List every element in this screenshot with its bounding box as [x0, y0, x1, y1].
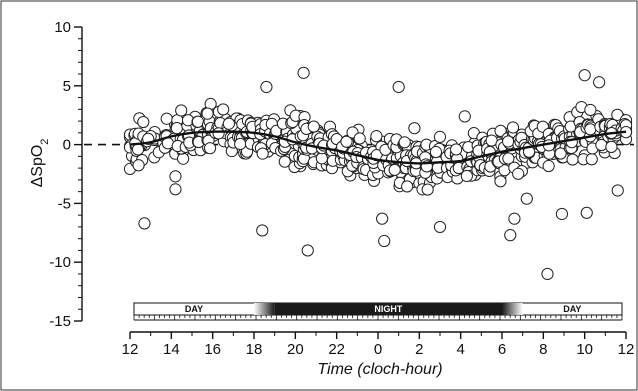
x-tick-label: 10 [576, 341, 593, 358]
data-point-outlier [138, 217, 151, 230]
data-point [177, 152, 190, 165]
x-axis: 12 14 16 18 20 22 0 2 4 6 8 10 12 [122, 331, 635, 358]
data-point-outlier [169, 170, 182, 183]
data-point [554, 147, 567, 160]
data-point [421, 183, 434, 196]
data-point [460, 169, 473, 183]
y-axis: -15 -10 -5 0 5 10 [49, 19, 83, 330]
data-point [429, 145, 443, 159]
x-tick-label: 6 [498, 341, 506, 358]
data-point [175, 104, 188, 117]
data-point [512, 167, 525, 180]
band-label-day: DAY [563, 304, 581, 314]
y-tick-label: 5 [63, 78, 71, 95]
data-point [502, 152, 515, 165]
data-point [353, 132, 366, 145]
data-point [450, 143, 463, 156]
x-tick-label: 2 [415, 341, 423, 358]
data-point-outlier [392, 80, 405, 94]
y-axis-title-sub: 2 [39, 139, 51, 145]
data-point [212, 127, 225, 140]
band-transition [502, 303, 523, 315]
x-tick-label: 22 [328, 341, 345, 358]
band-transition [254, 303, 275, 315]
data-point-outlier [458, 110, 471, 123]
fit-curve-line [129, 130, 627, 165]
data-point-outlier [508, 212, 521, 225]
band-label-night: NIGHT [374, 304, 403, 314]
x-tick-label: 8 [539, 341, 547, 358]
data-point [388, 163, 401, 177]
data-point [201, 107, 214, 120]
data-point [191, 115, 205, 128]
data-point-outlier [593, 76, 606, 89]
y-tick-label: -10 [49, 254, 71, 271]
data-point-outlier [504, 229, 517, 242]
day-night-bar: DAY NIGHT DAY [133, 302, 623, 321]
y-axis-title-main: ΔSpO [29, 145, 46, 188]
data-point-outlier [578, 69, 591, 82]
data-point [401, 180, 414, 193]
band-label-day: DAY [185, 304, 203, 314]
data-point [222, 117, 235, 130]
data-point [502, 135, 515, 148]
data-point [370, 130, 383, 143]
data-point [203, 142, 217, 155]
data-point-outlier [376, 212, 389, 225]
x-tick-label: 12 [618, 341, 635, 358]
data-point [234, 137, 247, 151]
data-point [137, 115, 150, 129]
data-point-outlier [256, 224, 269, 237]
data-point-outlier [555, 207, 569, 221]
data-point [542, 159, 555, 173]
x-tick-label: 20 [287, 341, 304, 358]
data-point [494, 175, 507, 188]
x-tick-label: 18 [246, 341, 263, 358]
data-point [217, 103, 230, 116]
y-tick-label: 10 [54, 19, 71, 36]
data-point-outlier [520, 192, 533, 205]
x-axis-title: Time (cloch-hour) [317, 361, 442, 378]
data-point [398, 136, 411, 149]
data-point-outlier [580, 206, 593, 219]
y-tick-label: -15 [49, 313, 71, 330]
data-point [160, 112, 173, 125]
x-tick-label: 0 [374, 341, 382, 358]
data-point-outlier [301, 244, 314, 257]
y-axis-title: ΔSpO2 [29, 139, 51, 188]
x-tick-label: 4 [456, 341, 464, 358]
x-tick-label: 12 [122, 341, 139, 358]
data-point [584, 123, 597, 136]
data-point-outlier [378, 234, 391, 248]
data-point-outlier [433, 220, 447, 234]
data-point-outlier [169, 183, 182, 196]
y-tick-label: -5 [58, 195, 71, 212]
data-point [170, 122, 183, 135]
data-point [506, 121, 520, 134]
data-point-outlier [260, 80, 273, 94]
data-point [433, 130, 447, 143]
data-point [132, 159, 145, 172]
data-point [611, 108, 624, 121]
data-point [131, 143, 145, 156]
data-point-outlier [611, 184, 624, 197]
data-point [585, 153, 598, 166]
data-point [307, 120, 320, 133]
data-point [340, 135, 353, 148]
data-point-outlier [541, 267, 554, 281]
data-point [566, 153, 579, 166]
fit-curve [129, 130, 627, 165]
band-night [274, 303, 502, 315]
data-point-outlier [297, 66, 310, 79]
data-point [256, 147, 269, 160]
data-point [315, 152, 328, 165]
data-point [584, 103, 597, 117]
data-point [408, 122, 421, 135]
data-point [605, 140, 618, 154]
x-tick-label: 14 [163, 341, 180, 358]
y-tick-label: 0 [63, 137, 71, 154]
data-point [494, 124, 507, 137]
x-tick-label: 16 [204, 341, 221, 358]
